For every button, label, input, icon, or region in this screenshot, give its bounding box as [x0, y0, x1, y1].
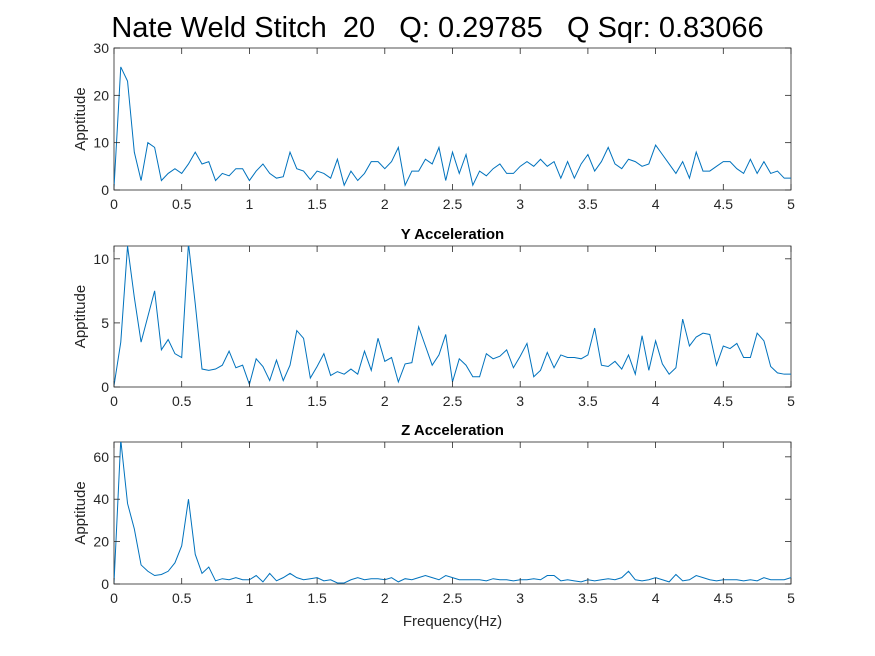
y-axis-label: Apptitude [72, 87, 89, 150]
x-tick-label: 3.5 [578, 393, 598, 409]
y-axis-label: Apptitude [72, 285, 89, 348]
x-tick-label: 5 [787, 393, 795, 409]
x-tick-label: 3.5 [578, 590, 598, 606]
x-tick-label: 3 [516, 590, 524, 606]
x-tick-label: 5 [787, 196, 795, 212]
x-tick-label: 1 [246, 196, 254, 212]
subplot-title: Z Acceleration [401, 422, 504, 439]
y-tick-label: 20 [93, 534, 109, 550]
x-tick-label: 4 [652, 590, 660, 606]
y-axis-label: Apptitude [72, 481, 89, 544]
x-tick-label: 0 [110, 590, 118, 606]
y-tick-label: 20 [93, 87, 109, 103]
x-tick-label: 2 [381, 590, 389, 606]
x-tick-label: 1 [246, 393, 254, 409]
x-tick-label: 2 [381, 393, 389, 409]
subplot-x-amplitude: 0 0.5 1 1.5 2 2.5 3 3.5 4 4.5 5 0 10 20 30 Apptitude [72, 40, 795, 212]
x-tick-label: 1.5 [307, 196, 327, 212]
x-axis-label: Frequency(Hz) [403, 613, 502, 630]
x-tick-label: 0.5 [172, 590, 192, 606]
x-tick-label: 2.5 [443, 196, 463, 212]
y-tick-label: 10 [93, 251, 109, 267]
y-tick-label: 30 [93, 40, 109, 56]
x-tick-label: 4 [652, 196, 660, 212]
series-line [114, 442, 791, 584]
x-tick-label: 4 [652, 393, 660, 409]
axes-box [113, 47, 792, 191]
y-tick-label: 0 [101, 182, 109, 198]
y-tick-label: 0 [101, 576, 109, 592]
x-tick-label: 5 [787, 590, 795, 606]
x-tick-label: 3 [516, 196, 524, 212]
x-tick-label: 2.5 [443, 590, 463, 606]
x-tick-label: 0.5 [172, 196, 192, 212]
figure-title: Nate Weld Stitch 20 Q: 0.29785 Q Sqr: 0.… [111, 12, 764, 44]
x-tick-label: 0 [110, 196, 118, 212]
x-tick-label: 3.5 [578, 196, 598, 212]
series-line [114, 66, 791, 188]
x-tick-label: 2.5 [443, 393, 463, 409]
x-tick-label: 4.5 [714, 393, 734, 409]
x-tick-label: 4.5 [714, 196, 734, 212]
subplot-y-acceleration: 0 0.5 1 1.5 2 2.5 3 3.5 4 4.5 5 0 5 10 Apptitude Y Acce… [72, 226, 795, 409]
x-tick-label: 0.5 [172, 393, 192, 409]
x-tick-label: 3 [516, 393, 524, 409]
y-tick-label: 10 [93, 135, 109, 151]
x-tick-label: 4.5 [714, 590, 734, 606]
subplot-title: Y Acceleration [401, 226, 504, 243]
y-tick-label: 0 [101, 379, 109, 395]
x-tick-label: 2 [381, 196, 389, 212]
x-tick-label: 1.5 [307, 590, 327, 606]
x-tick-label: 1 [246, 590, 254, 606]
y-tick-label: 5 [101, 315, 109, 331]
axes-box [113, 245, 792, 388]
y-tick-label: 60 [93, 449, 109, 465]
x-tick-label: 1.5 [307, 393, 327, 409]
y-tick-label: 40 [93, 491, 109, 507]
axes-box [113, 441, 792, 585]
x-tick-label: 0 [110, 393, 118, 409]
